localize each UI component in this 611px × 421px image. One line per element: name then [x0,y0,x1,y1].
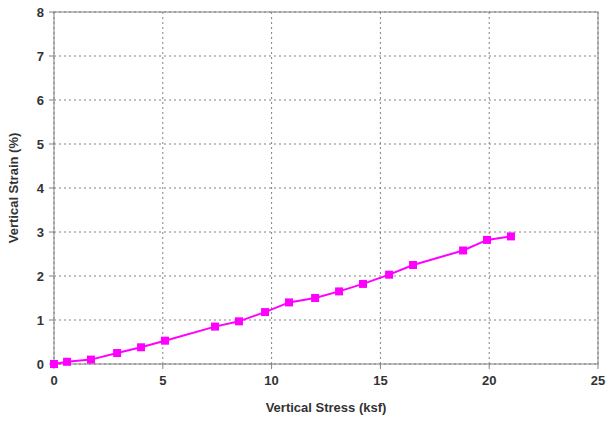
grid-line [54,100,598,101]
data-point [235,317,243,325]
plot-area [54,12,598,364]
tick-mark [380,364,381,369]
data-point [285,298,293,306]
data-point [335,287,343,295]
data-point [483,236,491,244]
data-point [50,360,58,368]
tick-mark [598,364,599,369]
data-point [385,271,393,279]
tick-label: 10 [264,373,278,388]
tick-label: 20 [482,373,496,388]
data-point [63,358,71,366]
data-point [113,349,121,357]
series [50,232,515,368]
data-point [211,323,219,331]
grid-line [162,12,163,364]
data-point [311,294,319,302]
grid-line [54,188,598,189]
tick-label: 15 [373,373,387,388]
tick-mark [271,364,272,369]
data-point [137,343,145,351]
chart-root: 0 5 10 15 20 25 0 1 2 3 4 5 6 7 8 Vertical Stress (ksf)… [0,0,611,421]
data-point [87,356,95,364]
data-point [359,280,367,288]
tick-mark [489,364,490,369]
tick-label: 1 [37,313,44,328]
tick-mark [49,320,54,321]
tick-mark [49,56,54,57]
tick-mark [162,364,163,369]
data-line [54,236,511,364]
grid-line [54,144,598,145]
y-axis-title: Vertical Strain (%) [6,133,21,244]
grid-line [54,232,598,233]
data-point [161,337,169,345]
tick-label: 3 [37,225,44,240]
tick-label: 2 [37,269,44,284]
tick-mark [49,100,54,101]
tick-mark [49,144,54,145]
grid-line [54,56,598,57]
tick-label: 7 [37,49,44,64]
tick-label: 5 [37,137,44,152]
tick-label: 0 [37,357,44,372]
tick-label: 8 [37,5,44,20]
chart: 0 5 10 15 20 25 0 1 2 3 4 5 6 7 8 Vertical Stress (ksf)… [0,0,611,421]
plot-frame [54,12,598,364]
tick-label: 5 [159,373,166,388]
data-point [507,232,515,240]
tick-mark [49,12,54,13]
tick-label: 4 [37,181,45,196]
grid-line [271,12,272,364]
tick-label: 25 [591,373,605,388]
data-point [409,261,417,269]
data-point [261,308,269,316]
tick-mark [49,188,54,189]
tick-mark [49,276,54,277]
data-point [459,246,467,254]
grid-line [54,320,598,321]
grid-line [54,276,598,277]
x-axis-title: Vertical Stress (ksf) [266,400,387,415]
tick-label: 0 [50,373,57,388]
tick-mark [49,232,54,233]
tick-label: 6 [37,93,44,108]
